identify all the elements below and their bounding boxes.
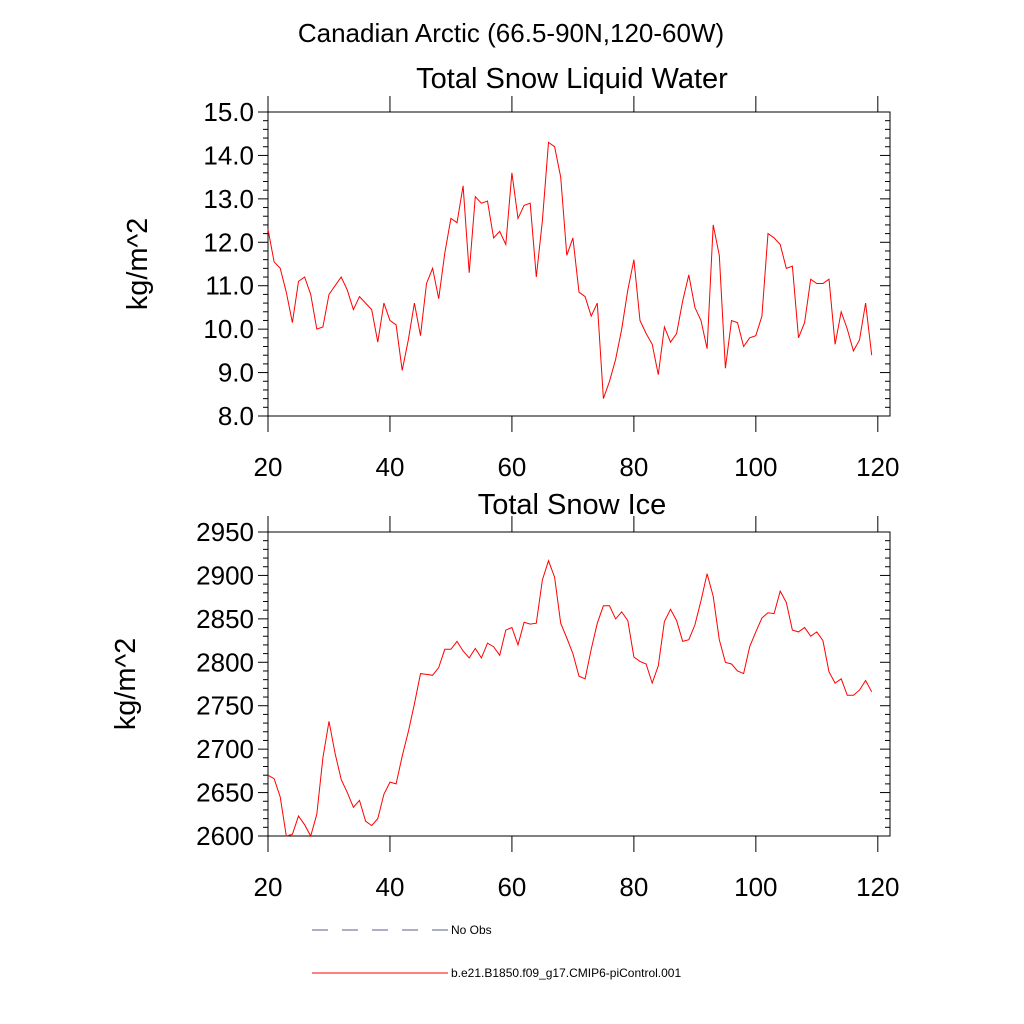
panel-title: Total Snow Liquid Water: [416, 63, 728, 95]
y-tick-label: 2750: [196, 691, 254, 721]
y-tick-label: 2850: [196, 604, 254, 634]
y-axis-label: kg/m^2: [122, 218, 154, 311]
y-tick-label: 2600: [196, 821, 254, 851]
axis-ticks: [258, 96, 890, 432]
legend-entry-model: b.e21.B1850.f09_g17.CMIP6-piControl.001: [312, 966, 681, 980]
legend-label: No Obs: [451, 923, 492, 937]
x-tick-label: 20: [254, 452, 283, 482]
y-tick-label: 8.0: [218, 401, 254, 431]
y-tick-label: 2800: [196, 647, 254, 677]
x-tick-label: 20: [254, 872, 283, 902]
tick-labels: 8.0 9.0 10.0 11.0 12.0 13.0 14.0 15.0 20 40 60 80 10…: [203, 97, 899, 482]
legend-label: b.e21.B1850.f09_g17.CMIP6-piControl.001: [451, 966, 681, 980]
y-tick-label: 9.0: [218, 358, 254, 388]
y-tick-label: 13.0: [203, 184, 254, 214]
y-tick-label: 2650: [196, 778, 254, 808]
x-tick-label: 120: [856, 872, 899, 902]
plot-frame: [267, 111, 891, 417]
y-tick-label: 11.0: [205, 271, 254, 301]
liquid-water-panel: Total Snow Liquid Water kg/m^2 8.0 9.0 10.…: [122, 63, 899, 482]
series-line-piControl: [267, 559, 873, 838]
y-axis-label: kg/m^2: [110, 638, 142, 731]
plot-frame: [267, 531, 891, 837]
x-tick-label: 40: [375, 872, 404, 902]
y-tick-label: 2700: [196, 734, 254, 764]
x-tick-label: 100: [734, 872, 777, 902]
legend: No Obs b.e21.B1850.f09_g17.CMIP6-piContr…: [312, 923, 681, 980]
tick-labels: 2600 2650 2700 2750 2800 2850 2900 2950 20 40 60 80…: [196, 517, 899, 902]
y-tick-label: 15.0: [203, 97, 254, 127]
figure-title: Canadian Arctic (66.5-90N,120-60W): [298, 18, 724, 48]
x-tick-label: 60: [497, 872, 526, 902]
y-tick-label: 2900: [196, 560, 254, 590]
y-tick-label: 2950: [196, 517, 254, 547]
series-line-piControl: [267, 141, 873, 399]
x-tick-label: 60: [497, 452, 526, 482]
snow-ice-panel: Total Snow Ice kg/m^2 2600 2650 2700 2750 28…: [110, 489, 899, 902]
x-tick-label: 80: [619, 872, 648, 902]
axis-ticks: [258, 516, 890, 852]
x-tick-label: 120: [856, 452, 899, 482]
x-tick-label: 100: [734, 452, 777, 482]
panel-title: Total Snow Ice: [478, 489, 667, 521]
legend-entry-no-obs: No Obs: [312, 923, 492, 937]
y-tick-label: 14.0: [203, 140, 254, 170]
y-tick-label: 12.0: [203, 227, 254, 257]
y-tick-label: 10.0: [203, 314, 254, 344]
x-tick-label: 40: [375, 452, 404, 482]
x-tick-label: 80: [619, 452, 648, 482]
